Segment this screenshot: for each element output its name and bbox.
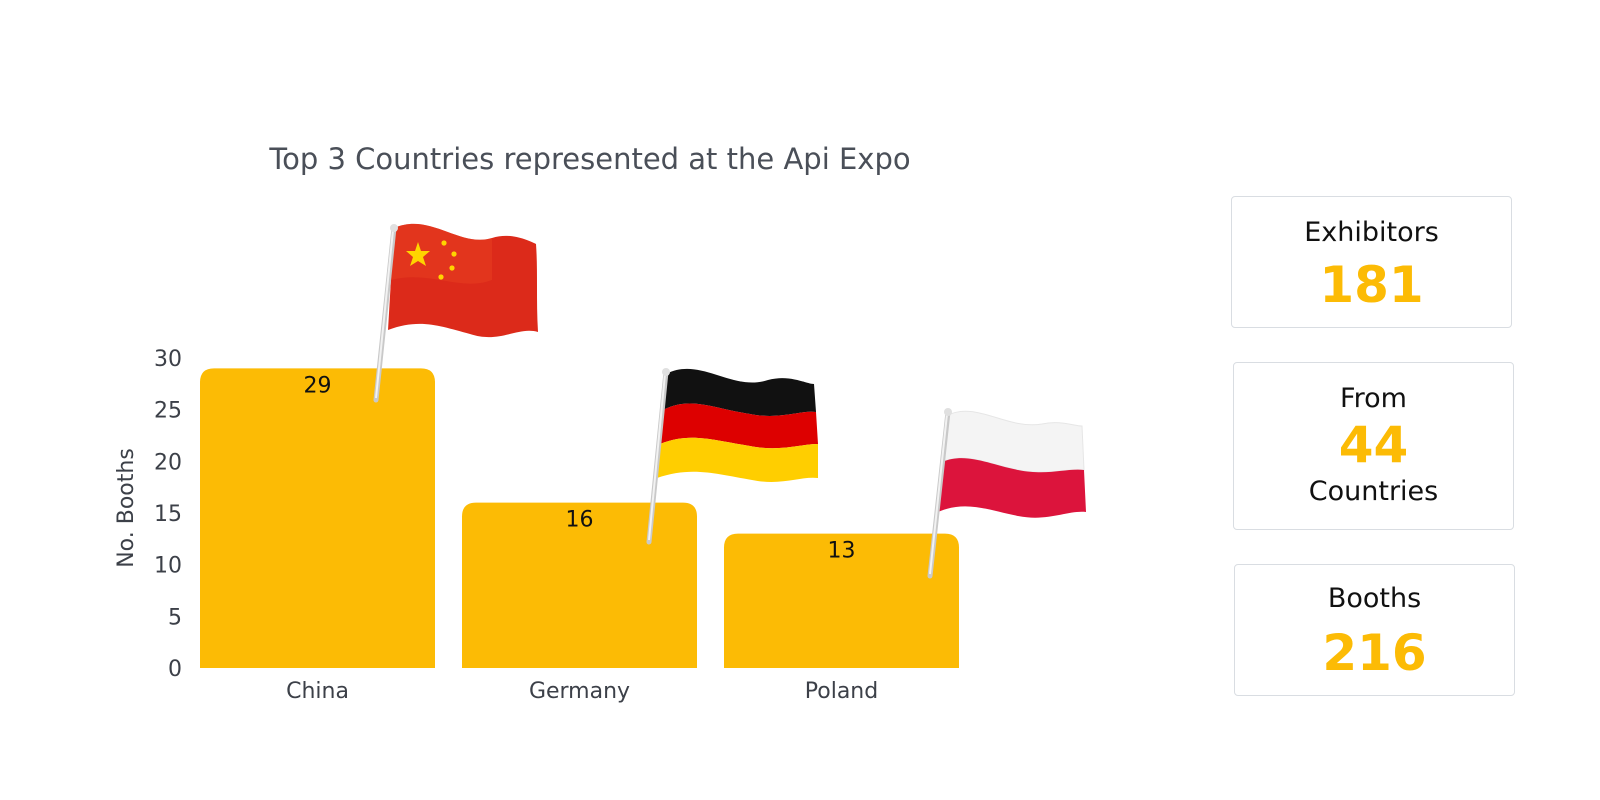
china-flag-icon [373, 223, 538, 403]
x-tick-label-poland: Poland [805, 679, 878, 704]
y-tick-label: 10 [154, 554, 182, 579]
x-tick-label-china: China [286, 679, 349, 704]
y-axis-label: No. Booths [114, 448, 139, 568]
countries-card: From 44 Countries [1233, 362, 1514, 530]
booths-label: Booths [1327, 583, 1422, 614]
countries-value: 44 [1338, 416, 1409, 474]
y-tick-label: 5 [168, 605, 182, 630]
bar-china [200, 368, 435, 668]
bar-poland [724, 533, 959, 668]
countries-label-top: From [1340, 383, 1407, 414]
y-tick-label: 0 [168, 657, 182, 682]
y-tick-label: 25 [154, 399, 182, 424]
y-tick-label: 15 [154, 502, 182, 527]
exhibitors-value: 181 [1319, 256, 1424, 314]
x-tick-label-germany: Germany [529, 679, 630, 704]
booths-value: 216 [1322, 624, 1427, 682]
germany-flag-icon [646, 368, 818, 545]
flag-decorations [373, 223, 1086, 579]
exhibitors-card: Exhibitors 181 [1231, 196, 1512, 328]
countries-label-bottom: Countries [1308, 476, 1439, 507]
data-label-germany: 16 [566, 508, 594, 533]
booths-card: Booths 216 [1234, 564, 1515, 696]
exhibitors-label: Exhibitors [1304, 217, 1439, 248]
chart-title: Top 3 Countries represented at the Api E… [269, 142, 911, 176]
y-tick-label: 20 [154, 450, 182, 475]
bars-group: 29 China 16 Germany 13 Poland [200, 368, 959, 704]
data-label-poland: 13 [828, 539, 856, 564]
bar-chart: 29 China 16 Germany 13 Poland [114, 223, 1086, 704]
y-tick-label: 30 [154, 347, 182, 372]
poland-flag-icon [927, 408, 1086, 579]
data-label-china: 29 [304, 373, 332, 398]
bar-germany [462, 502, 697, 668]
